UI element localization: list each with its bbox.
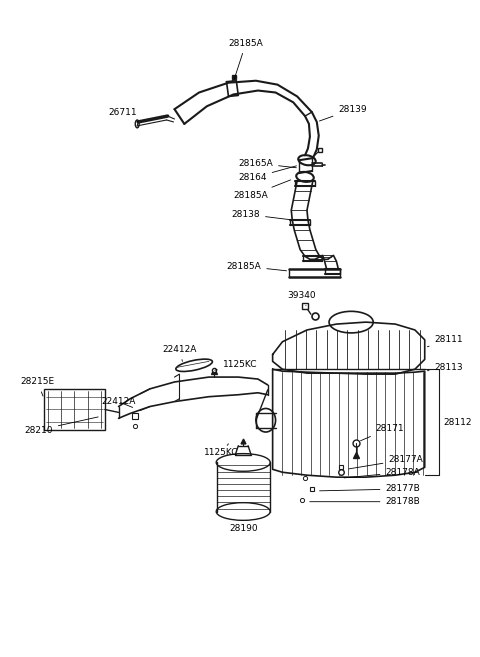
- Text: 39340: 39340: [288, 291, 316, 306]
- Text: 28165A: 28165A: [238, 158, 296, 168]
- Text: 28178B: 28178B: [310, 497, 420, 506]
- Text: 28177B: 28177B: [320, 484, 420, 493]
- Text: 28210: 28210: [24, 417, 98, 434]
- Text: 28215E: 28215E: [21, 378, 55, 396]
- Text: 28113: 28113: [428, 363, 463, 372]
- Text: 28177A: 28177A: [349, 455, 423, 469]
- Text: 28190: 28190: [229, 524, 258, 533]
- Text: 28185A: 28185A: [228, 39, 263, 79]
- Text: 28111: 28111: [427, 335, 463, 347]
- Text: 28178A: 28178A: [344, 468, 420, 478]
- Text: 28112: 28112: [444, 418, 472, 426]
- Text: 1125KC: 1125KC: [215, 360, 257, 370]
- Text: 26711: 26711: [109, 108, 138, 122]
- Text: 1125KC: 1125KC: [204, 443, 239, 457]
- Text: 28185A: 28185A: [227, 261, 287, 271]
- Text: 28138: 28138: [231, 210, 290, 219]
- Text: 28171: 28171: [360, 424, 404, 441]
- Text: 28139: 28139: [319, 104, 367, 121]
- Text: 28185A: 28185A: [233, 180, 291, 200]
- Text: 28164: 28164: [238, 166, 297, 183]
- Text: 22412A: 22412A: [163, 345, 197, 361]
- Text: 22412A: 22412A: [101, 397, 135, 407]
